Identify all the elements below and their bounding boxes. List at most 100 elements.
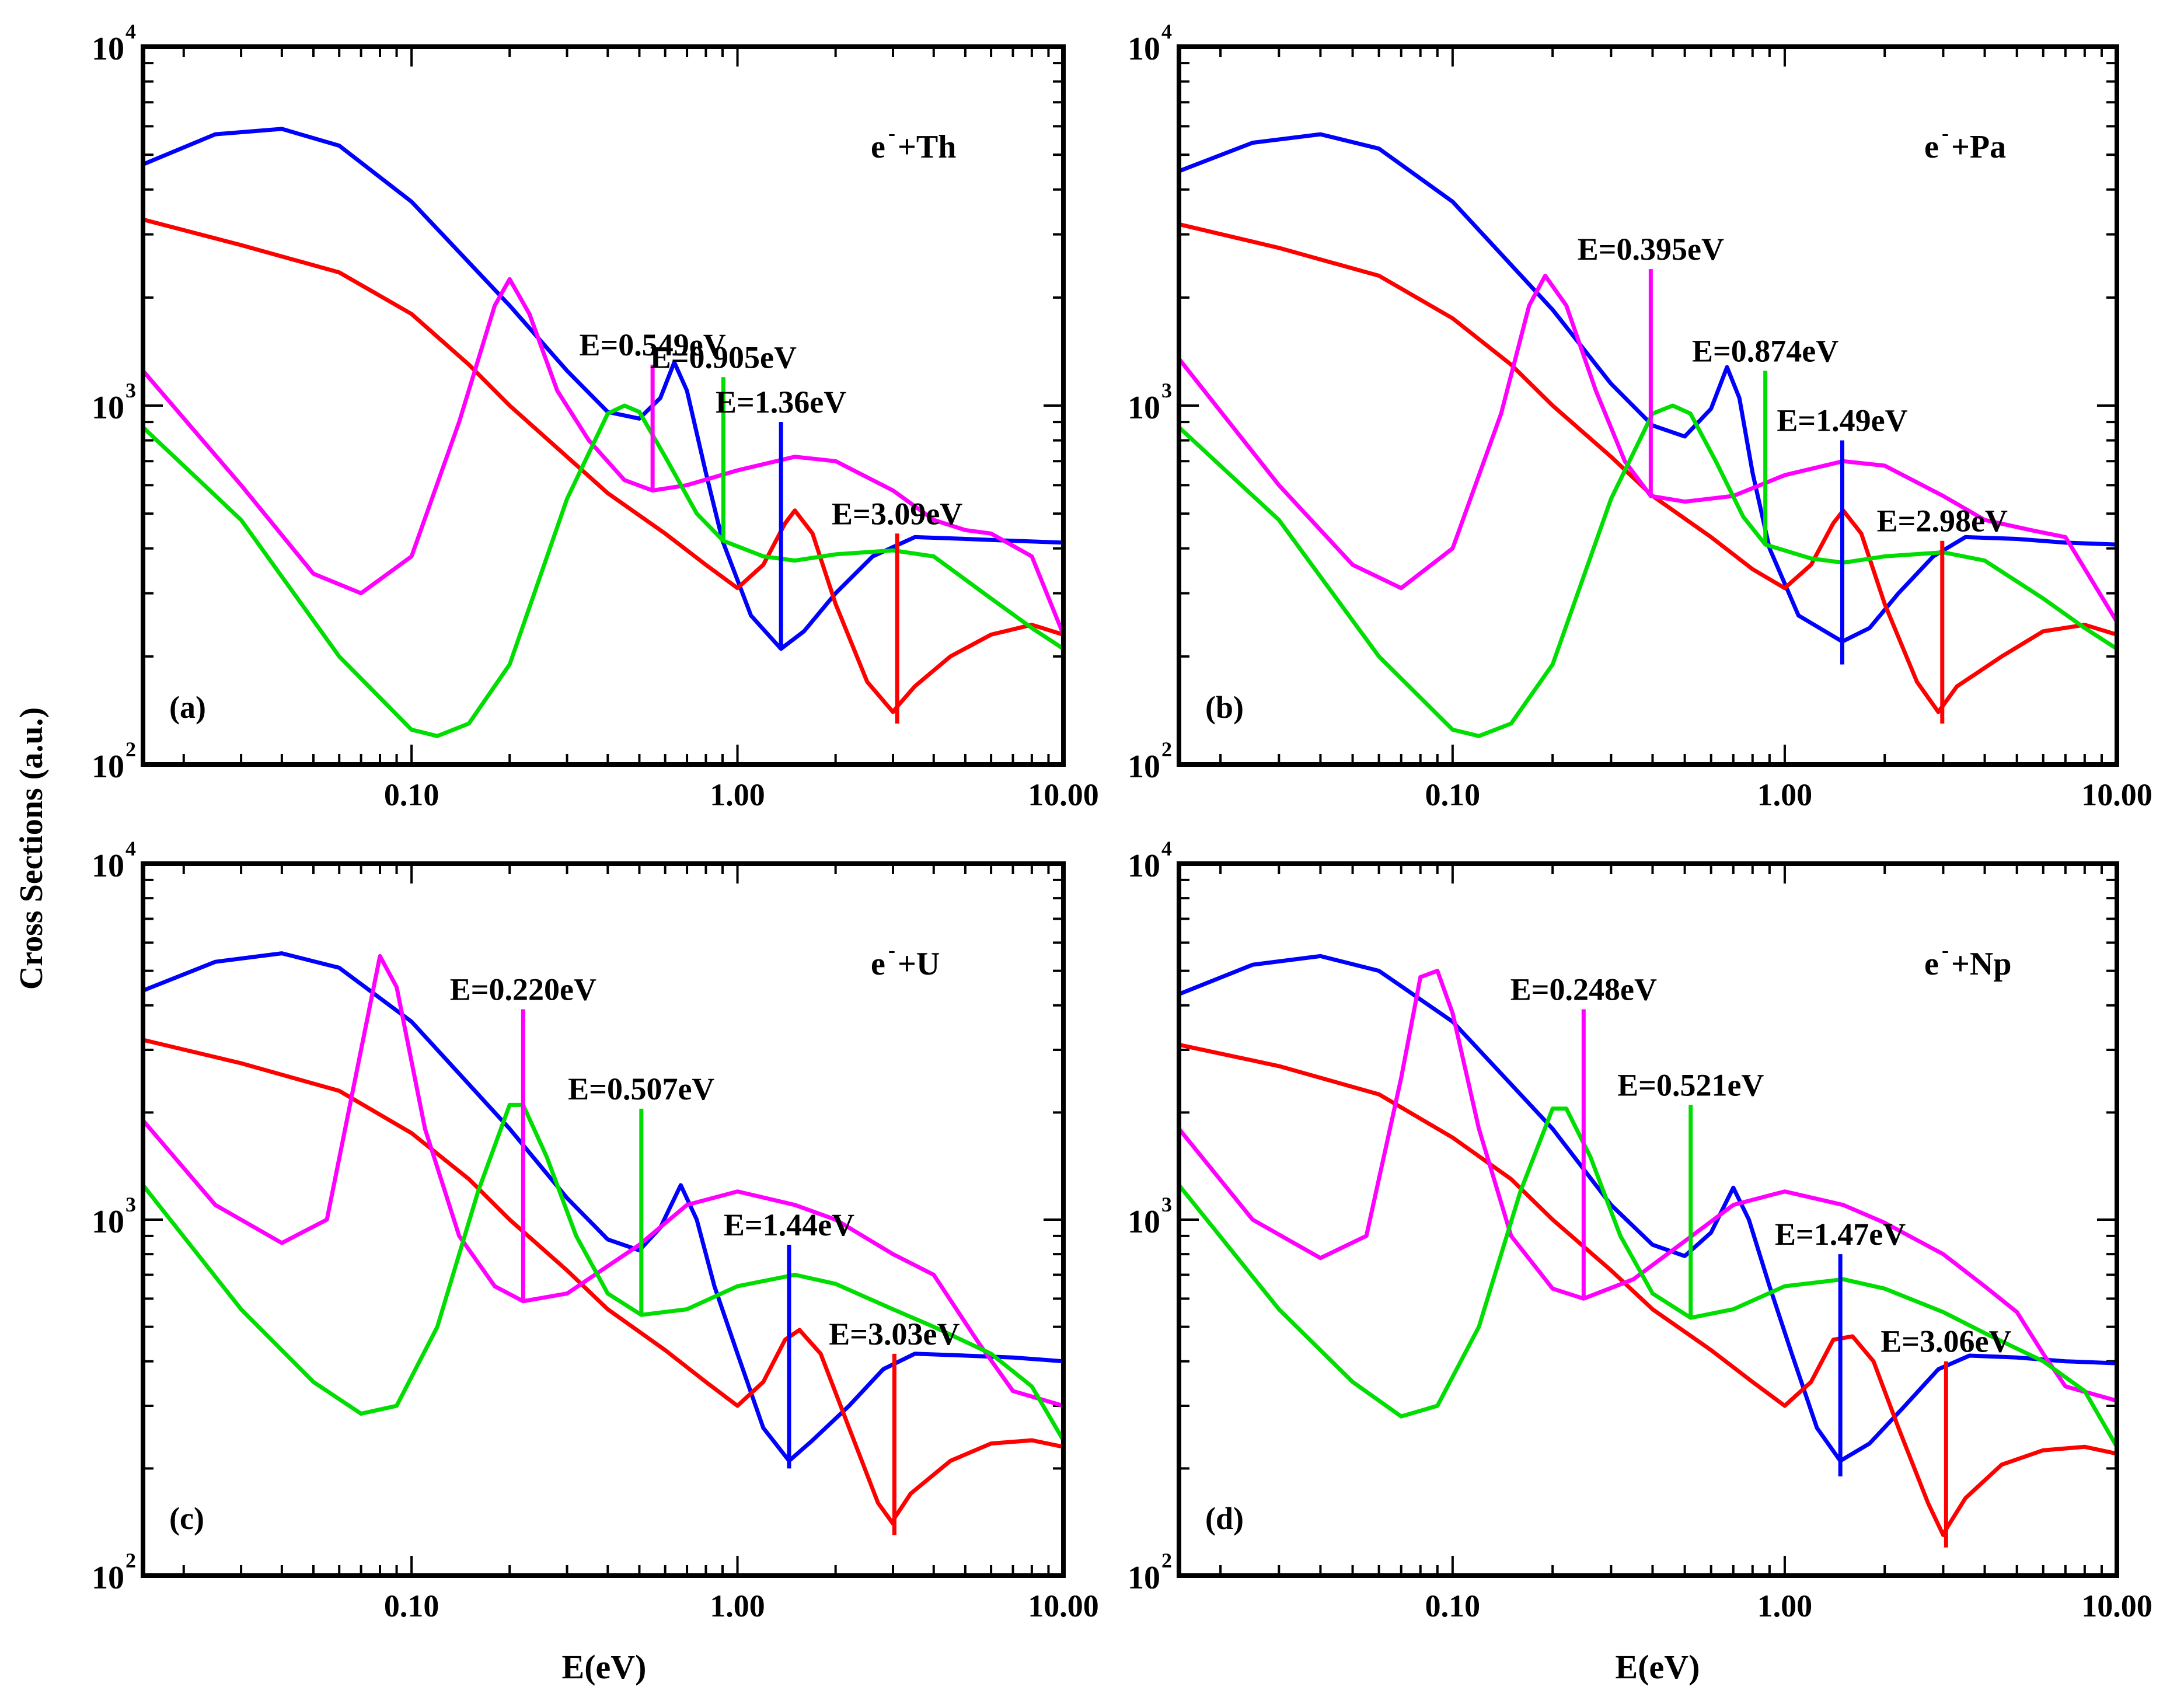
panel-title-sup: - — [1942, 121, 1949, 145]
y-tick-exponent: 2 — [1161, 738, 1172, 761]
y-tick-exponent: 4 — [1161, 20, 1172, 43]
panel-title-rest: +Pa — [1951, 129, 2006, 165]
x-tick-label: 10.00 — [2081, 1588, 2152, 1623]
y-tick-exponent: 3 — [125, 379, 136, 402]
resonance-label: E=0.507eV — [568, 1071, 714, 1106]
panel-title: e — [871, 946, 885, 982]
panel-d: E=0.248eV E=0.521eV E=1.47eV E=3.06eV 0.10 1.… — [1128, 837, 2152, 1623]
x-tick-label: 1.00 — [710, 1588, 765, 1623]
x-tick-label: 0.10 — [384, 777, 439, 812]
panel-title: e — [1924, 946, 1939, 982]
series-line-magenta — [1179, 274, 2117, 624]
panel-title: e — [871, 129, 885, 165]
y-tick-label: 10 — [1128, 1204, 1160, 1240]
y-tick-exponent: 2 — [125, 1549, 136, 1572]
y-tick-exponent: 4 — [125, 837, 136, 860]
series-line-blue — [143, 951, 1063, 1463]
panel-title-sup: - — [888, 938, 895, 962]
y-tick-label: 10 — [1128, 848, 1160, 884]
series-line-blue — [143, 127, 1063, 651]
y-tick-label: 10 — [1128, 1560, 1160, 1596]
panel-title-rest: +Np — [1951, 946, 2012, 982]
resonance-label: E=1.36eV — [716, 385, 846, 420]
y-tick-label: 10 — [92, 848, 124, 884]
y-tick-exponent: 4 — [125, 20, 136, 43]
series-group-d — [1179, 954, 2117, 1537]
series-line-red — [143, 1038, 1063, 1526]
x-axis-label-right: E(eV) — [1616, 1648, 1700, 1686]
series-line-blue — [1179, 954, 2117, 1463]
resonance-label: E=1.44eV — [724, 1207, 854, 1242]
y-tick-label: 10 — [92, 1204, 124, 1240]
y-tick-label: 10 — [1128, 31, 1160, 67]
y-axis-label: Cross Sections (a.u.) — [13, 707, 50, 990]
resonance-label: E=3.06eV — [1881, 1324, 2011, 1359]
x-tick-label: 0.10 — [384, 1588, 439, 1623]
y-tick-label: 10 — [1128, 390, 1160, 426]
resonance-label: E=0.874eV — [1692, 333, 1838, 368]
x-axis-label-left: E(eV) — [562, 1648, 647, 1686]
x-tick-label: 1.00 — [710, 777, 765, 812]
series-line-magenta — [143, 954, 1063, 1408]
panel-label: (c) — [169, 1501, 204, 1536]
y-tick-label: 10 — [92, 1560, 124, 1596]
series-line-red — [143, 217, 1063, 714]
x-tick-label: 0.10 — [1425, 1588, 1481, 1623]
panel-label: (a) — [169, 690, 206, 725]
y-tick-label: 10 — [92, 31, 124, 67]
resonance-label: E=0.521eV — [1617, 1067, 1764, 1102]
resonance-label: E=3.09eV — [832, 496, 962, 531]
resonance-label: E=0.220eV — [450, 972, 596, 1007]
plot-frame-c — [141, 861, 1066, 1578]
panel-title-rest: +U — [898, 946, 940, 982]
series-line-green — [143, 1102, 1063, 1443]
x-tick-label: 0.10 — [1425, 777, 1481, 812]
panel-title-sup: - — [1942, 938, 1949, 962]
resonance-label: E=0.395eV — [1578, 232, 1724, 267]
resonance-label: E=0.905eV — [650, 340, 797, 375]
series-group-b — [1179, 132, 2117, 738]
y-tick-exponent: 4 — [1161, 837, 1172, 860]
plot-frame-d — [1177, 861, 2119, 1578]
resonance-label: E=3.03eV — [829, 1317, 960, 1352]
panel-title-sup: - — [888, 121, 895, 145]
resonance-label: E=1.47eV — [1775, 1217, 1906, 1252]
series-line-green — [1179, 403, 2117, 738]
y-tick-exponent: 3 — [1161, 1193, 1172, 1216]
y-tick-exponent: 3 — [1161, 379, 1172, 402]
y-tick-exponent: 2 — [125, 738, 136, 761]
x-tick-label: 10.00 — [2081, 777, 2152, 812]
y-tick-exponent: 2 — [1161, 1549, 1172, 1572]
resonance-label: E=0.248eV — [1510, 972, 1657, 1007]
panel-b: E=0.395eV E=0.874eV E=1.49eV E=2.98eV 0.10 1.… — [1128, 20, 2152, 812]
resonance-label: E=1.49eV — [1777, 403, 1907, 438]
x-tick-label: 10.00 — [1028, 777, 1099, 812]
series-line-magenta — [143, 277, 1063, 637]
y-tick-label: 10 — [92, 390, 124, 426]
series-line-green — [1179, 1106, 2117, 1449]
y-tick-label: 10 — [1128, 749, 1160, 785]
series-line-magenta — [1179, 969, 2117, 1403]
series-line-blue — [1179, 132, 2117, 644]
series-group-a — [143, 127, 1063, 738]
resonance-label: E=2.98eV — [1877, 504, 2008, 539]
panel-title-rest: +Th — [898, 129, 956, 165]
panel-label: (d) — [1205, 1501, 1244, 1536]
y-tick-label: 10 — [92, 749, 124, 785]
panel-c: E=0.220eV E=0.507eV E=1.44eV E=3.03eV 0.10 1.… — [92, 837, 1099, 1623]
series-line-red — [1179, 222, 2117, 714]
plot-frame-a — [141, 44, 1066, 767]
x-tick-label: 1.00 — [1757, 777, 1813, 812]
panel-title: e — [1924, 129, 1939, 165]
y-tick-exponent: 3 — [125, 1193, 136, 1216]
resonance-label: E=0.549eV — [579, 327, 725, 362]
panel-label: (b) — [1205, 690, 1244, 725]
x-tick-label: 10.00 — [1028, 1588, 1099, 1623]
plot-frame-b — [1177, 44, 2119, 767]
ticks-d — [1179, 864, 2117, 1577]
series-group-c — [143, 951, 1063, 1526]
x-tick-label: 1.00 — [1757, 1588, 1813, 1623]
